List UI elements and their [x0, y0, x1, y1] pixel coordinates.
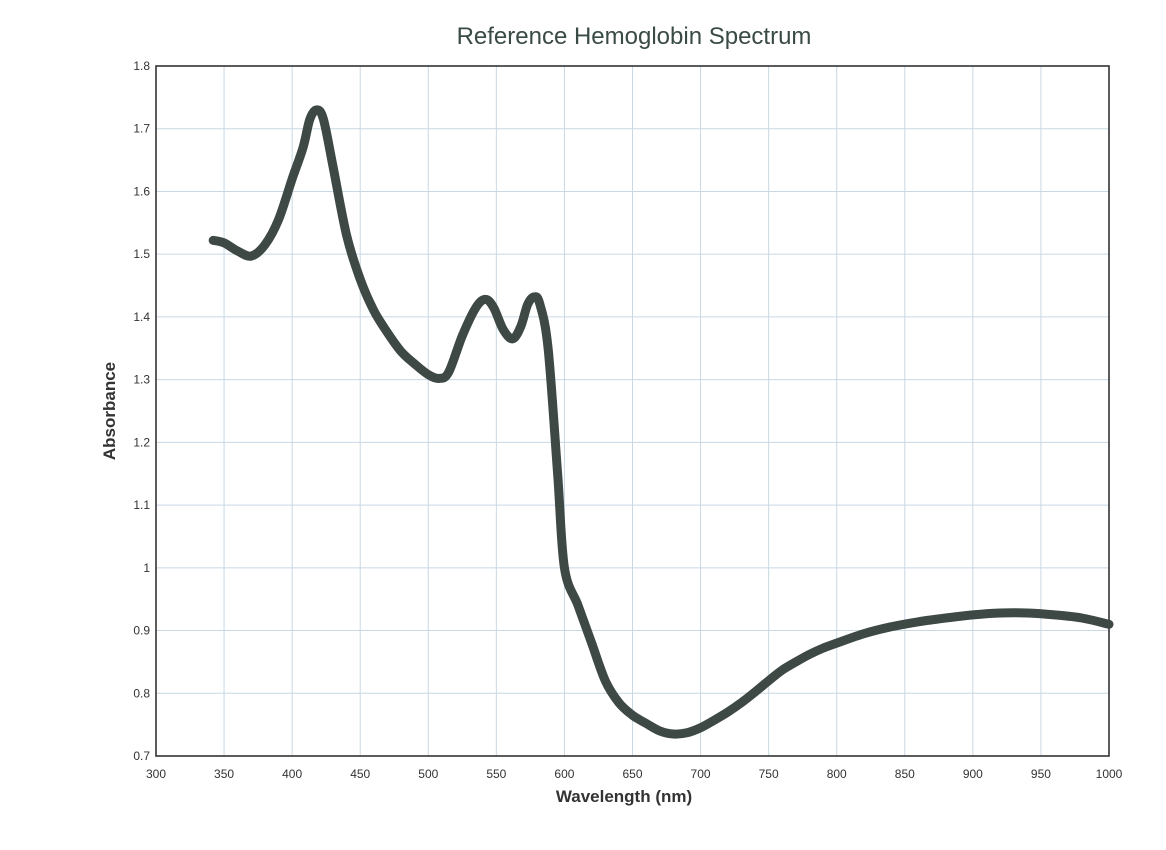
x-tick-label: 850 — [895, 767, 915, 781]
x-tick-label: 800 — [827, 767, 847, 781]
x-axis-ticks: 300 350 400 450 500 550 600 650 700 750 800 850 900 9… — [146, 767, 1123, 781]
y-axis-ticks: 0.7 0.8 0.9 1 1.1 1.2 1.3 1.4 1.5 1.6 1.7 1.8 — [133, 59, 150, 763]
x-tick-label: 400 — [282, 767, 302, 781]
x-tick-label: 550 — [486, 767, 506, 781]
y-tick-label: 1.2 — [133, 435, 150, 449]
hemoglobin-absorbance-line — [208, 105, 1114, 739]
y-tick-label: 1.1 — [133, 498, 150, 512]
y-tick-label: 1 — [143, 561, 150, 575]
x-tick-label: 350 — [214, 767, 234, 781]
y-tick-label: 1.7 — [133, 122, 150, 136]
y-tick-label: 0.7 — [133, 749, 150, 763]
y-tick-label: 1.4 — [133, 310, 150, 324]
y-axis-label: Absorbance — [100, 362, 119, 460]
y-tick-label: 1.5 — [133, 247, 150, 261]
x-tick-label: 450 — [350, 767, 370, 781]
y-tick-label: 0.8 — [133, 686, 150, 700]
chart-title: Reference Hemoglobin Spectrum — [457, 23, 812, 50]
x-tick-label: 900 — [963, 767, 983, 781]
x-tick-label: 600 — [554, 767, 574, 781]
y-tick-label: 1.3 — [133, 373, 150, 387]
x-tick-label: 650 — [622, 767, 642, 781]
x-tick-label: 950 — [1031, 767, 1051, 781]
y-tick-label: 0.9 — [133, 624, 150, 638]
series-layer — [208, 105, 1114, 739]
y-tick-label: 1.8 — [133, 59, 150, 73]
x-tick-label: 750 — [759, 767, 779, 781]
x-tick-label: 500 — [418, 767, 438, 781]
plot-frame — [155, 65, 1110, 757]
x-axis-label: Wavelength (nm) — [556, 787, 692, 806]
grid-lines — [155, 65, 1110, 757]
y-tick-label: 1.6 — [133, 184, 150, 198]
x-tick-label: 1000 — [1096, 767, 1123, 781]
x-tick-label: 700 — [691, 767, 711, 781]
x-tick-label: 300 — [146, 767, 166, 781]
